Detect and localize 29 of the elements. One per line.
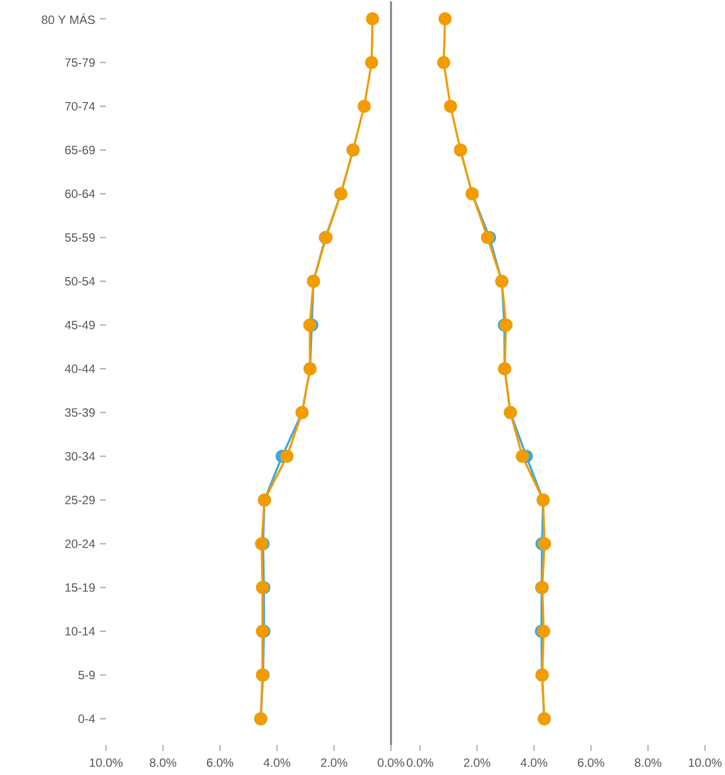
x-tick-label: 4.0% — [520, 758, 548, 767]
y-tick-label: 0-4 — [78, 714, 95, 724]
x-tick-label: 2.0% — [320, 758, 348, 767]
x-tick-label: 10.0% — [688, 758, 722, 767]
y-tick-label: 40-44 — [64, 364, 95, 374]
x-tick-label: 2.0% — [464, 758, 490, 767]
x-tick-label: 4.0% — [264, 758, 290, 767]
y-tick-label: 70-74 — [65, 102, 95, 111]
y-tick-label: 25-29 — [65, 496, 95, 504]
x-tick-label: 8.0% — [634, 758, 662, 767]
x-tick-label: 0.0% — [378, 758, 404, 767]
x-tick-label: 6.0% — [206, 758, 234, 767]
y-tick-label: 20-24 — [65, 540, 95, 548]
y-tick-label: 55-59 — [65, 233, 95, 242]
x-tick-label: 0.0% — [406, 758, 434, 767]
y-tick-label: 35-39 — [65, 408, 95, 417]
x-tick-label: 6.0% — [578, 758, 604, 767]
y-tick-label: 50-54 — [65, 277, 95, 286]
y-tick-label: 30-34 — [65, 452, 95, 461]
y-tick-label: 60-64 — [65, 190, 95, 198]
y-tick-label: 45-49 — [64, 320, 95, 330]
y-tick-label: 10-14 — [66, 627, 95, 636]
y-tick-label: 65-69 — [65, 146, 95, 154]
y-tick-label: 80 Y MÁS — [42, 13, 95, 24]
x-tick-label: 8.0% — [150, 758, 176, 767]
y-tick-label: 15-19 — [66, 583, 95, 592]
y-tick-label: 5-9 — [78, 670, 95, 680]
x-tick-label: 10.0% — [90, 758, 123, 767]
y-tick-label: 75-79 — [65, 58, 95, 67]
